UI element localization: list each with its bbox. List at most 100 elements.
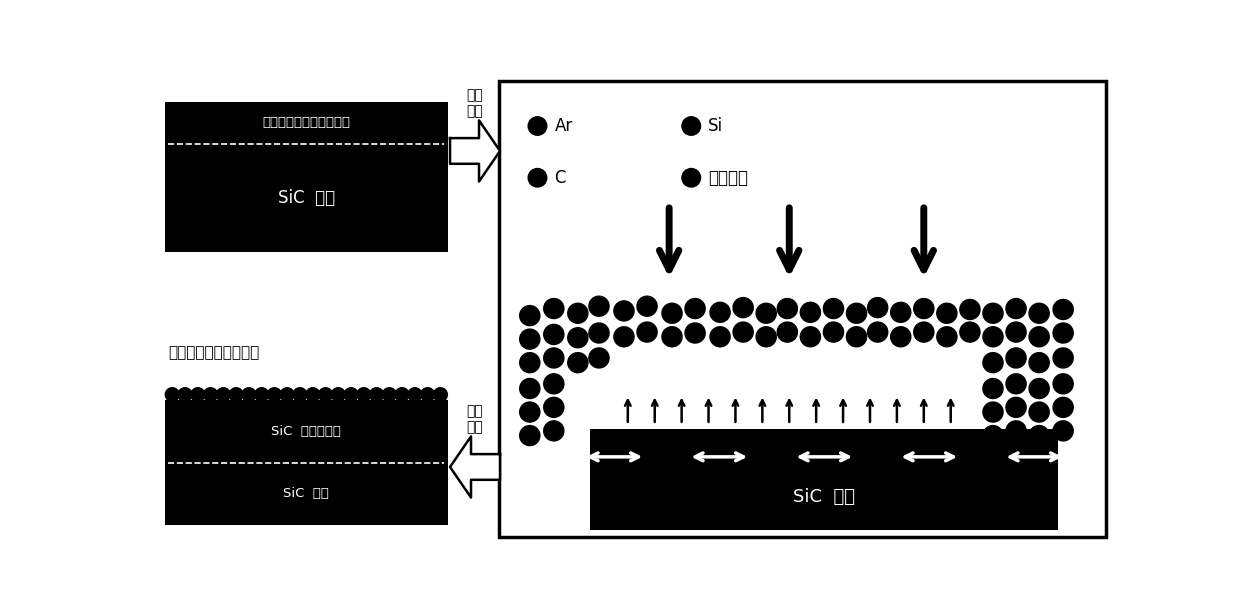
Ellipse shape xyxy=(823,299,843,318)
Ellipse shape xyxy=(420,388,435,401)
Bar xyxy=(165,400,448,525)
Ellipse shape xyxy=(203,388,217,401)
Ellipse shape xyxy=(434,388,448,401)
Ellipse shape xyxy=(914,322,934,342)
Ellipse shape xyxy=(217,388,231,401)
Ellipse shape xyxy=(293,388,308,401)
Ellipse shape xyxy=(983,303,1003,323)
Ellipse shape xyxy=(543,421,564,441)
Text: Ar: Ar xyxy=(554,117,573,135)
Text: 循环
加热: 循环 加热 xyxy=(466,88,484,118)
Ellipse shape xyxy=(983,402,1003,422)
Ellipse shape xyxy=(179,388,192,401)
Ellipse shape xyxy=(589,296,609,316)
Ellipse shape xyxy=(1053,374,1074,394)
Ellipse shape xyxy=(396,388,409,401)
Ellipse shape xyxy=(1053,397,1074,417)
Bar xyxy=(498,81,1106,536)
Ellipse shape xyxy=(914,299,934,318)
Ellipse shape xyxy=(777,322,797,342)
Ellipse shape xyxy=(528,117,547,135)
Ellipse shape xyxy=(1053,348,1074,368)
Ellipse shape xyxy=(823,322,843,342)
Ellipse shape xyxy=(800,327,821,347)
Ellipse shape xyxy=(520,306,539,326)
Ellipse shape xyxy=(1006,397,1027,417)
Ellipse shape xyxy=(1029,327,1049,347)
Ellipse shape xyxy=(983,327,1003,347)
Ellipse shape xyxy=(1006,299,1027,318)
Ellipse shape xyxy=(520,329,539,349)
Ellipse shape xyxy=(370,388,383,401)
Ellipse shape xyxy=(684,299,706,318)
Ellipse shape xyxy=(662,303,682,323)
Ellipse shape xyxy=(331,388,345,401)
Text: SiC  衬底缓冲层: SiC 衬底缓冲层 xyxy=(272,425,341,438)
Ellipse shape xyxy=(543,397,564,417)
Text: SiC  基底: SiC 基底 xyxy=(278,189,335,207)
Ellipse shape xyxy=(543,374,564,394)
Ellipse shape xyxy=(682,169,701,187)
Ellipse shape xyxy=(1006,374,1027,394)
Ellipse shape xyxy=(280,388,294,401)
Ellipse shape xyxy=(543,348,564,368)
Ellipse shape xyxy=(1053,421,1074,441)
Text: SiC  衬底: SiC 衬底 xyxy=(284,488,330,500)
Ellipse shape xyxy=(589,323,609,343)
Ellipse shape xyxy=(682,117,701,135)
Ellipse shape xyxy=(268,388,281,401)
Ellipse shape xyxy=(589,348,609,368)
Ellipse shape xyxy=(1029,426,1049,445)
Ellipse shape xyxy=(936,327,957,347)
Ellipse shape xyxy=(1029,379,1049,398)
Ellipse shape xyxy=(662,327,682,347)
Ellipse shape xyxy=(1006,421,1027,441)
Ellipse shape xyxy=(306,388,320,401)
Text: 冷却
降温: 冷却 降温 xyxy=(466,404,484,434)
Text: Si: Si xyxy=(708,117,723,135)
Ellipse shape xyxy=(408,388,422,401)
Ellipse shape xyxy=(1029,353,1049,373)
Ellipse shape xyxy=(254,388,269,401)
Ellipse shape xyxy=(711,302,730,323)
Ellipse shape xyxy=(733,298,753,318)
Ellipse shape xyxy=(1006,348,1027,368)
Ellipse shape xyxy=(614,301,634,321)
Ellipse shape xyxy=(936,303,957,323)
Ellipse shape xyxy=(520,353,539,373)
Ellipse shape xyxy=(868,322,888,342)
Ellipse shape xyxy=(568,327,588,348)
Ellipse shape xyxy=(614,327,634,347)
Ellipse shape xyxy=(1053,323,1074,343)
Ellipse shape xyxy=(847,327,867,347)
Ellipse shape xyxy=(568,303,588,323)
Text: C: C xyxy=(554,169,565,187)
Ellipse shape xyxy=(733,322,753,342)
Ellipse shape xyxy=(543,299,564,318)
Ellipse shape xyxy=(568,353,588,373)
Ellipse shape xyxy=(520,426,539,445)
Ellipse shape xyxy=(756,327,776,347)
Ellipse shape xyxy=(711,327,730,347)
Ellipse shape xyxy=(1053,299,1074,320)
Ellipse shape xyxy=(983,353,1003,373)
Ellipse shape xyxy=(777,299,797,318)
Ellipse shape xyxy=(868,298,888,318)
Ellipse shape xyxy=(229,388,243,401)
Ellipse shape xyxy=(319,388,332,401)
Ellipse shape xyxy=(357,388,371,401)
Ellipse shape xyxy=(800,302,821,323)
Ellipse shape xyxy=(983,379,1003,398)
Polygon shape xyxy=(450,120,500,181)
Polygon shape xyxy=(450,436,500,497)
Ellipse shape xyxy=(756,303,776,323)
Ellipse shape xyxy=(637,322,657,342)
Ellipse shape xyxy=(960,322,980,342)
Ellipse shape xyxy=(520,379,539,398)
Ellipse shape xyxy=(684,323,706,343)
Ellipse shape xyxy=(520,402,539,422)
Ellipse shape xyxy=(528,169,547,187)
Bar xyxy=(165,101,448,252)
Text: SiC  衬底: SiC 衬底 xyxy=(794,488,856,507)
Ellipse shape xyxy=(165,388,180,401)
